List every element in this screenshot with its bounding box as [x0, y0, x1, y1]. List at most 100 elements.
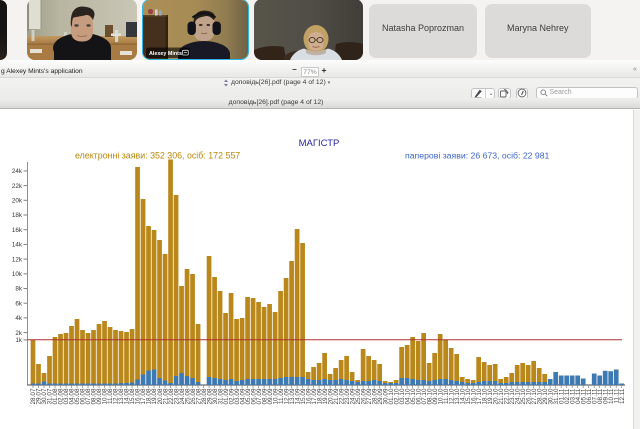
- svg-text:05.11: 05.11: [580, 388, 587, 404]
- svg-text:18.08: 18.08: [146, 388, 153, 404]
- svg-text:26.08: 26.08: [190, 388, 197, 404]
- svg-text:28.08: 28.08: [201, 388, 208, 404]
- svg-text:03.09: 03.09: [234, 388, 241, 404]
- svg-text:08.08: 08.08: [91, 388, 98, 404]
- svg-text:23.08: 23.08: [173, 388, 180, 404]
- svg-text:22.10: 22.10: [503, 388, 510, 404]
- svg-text:19.08: 19.08: [151, 388, 158, 404]
- svg-text:16k: 16k: [12, 227, 23, 234]
- svg-text:14.08: 14.08: [124, 388, 131, 404]
- svg-text:15.09: 15.09: [300, 388, 307, 404]
- svg-text:17.09: 17.09: [311, 388, 318, 404]
- svg-text:04.08: 04.08: [69, 388, 76, 404]
- svg-text:18k: 18k: [12, 212, 23, 219]
- svg-text:16.08: 16.08: [135, 388, 142, 404]
- svg-text:03.11: 03.11: [569, 388, 576, 404]
- svg-text:12.10: 12.10: [448, 388, 455, 404]
- svg-text:07.11: 07.11: [591, 388, 598, 404]
- svg-text:25.09: 25.09: [355, 388, 362, 404]
- svg-text:10k: 10k: [12, 271, 23, 278]
- svg-text:06.09: 06.09: [250, 388, 257, 404]
- svg-text:30.07: 30.07: [41, 388, 48, 404]
- svg-text:03.08: 03.08: [63, 388, 70, 404]
- svg-text:04.10: 04.10: [404, 388, 411, 404]
- svg-text:25.10: 25.10: [520, 388, 527, 404]
- svg-text:13.08: 13.08: [118, 388, 125, 404]
- svg-text:11.09: 11.09: [278, 388, 285, 404]
- svg-text:10.08: 10.08: [102, 388, 109, 404]
- svg-text:02.09: 02.09: [228, 388, 235, 404]
- svg-text:01.11: 01.11: [558, 388, 565, 404]
- svg-text:01.08: 01.08: [52, 388, 59, 404]
- svg-text:22k: 22k: [12, 183, 23, 190]
- svg-text:30.08: 30.08: [212, 388, 219, 404]
- svg-text:22.09: 22.09: [338, 388, 345, 404]
- svg-text:11.08: 11.08: [107, 388, 114, 404]
- svg-text:21.09: 21.09: [333, 388, 340, 404]
- svg-text:12.11: 12.11: [619, 388, 626, 404]
- svg-text:16.10: 16.10: [470, 388, 477, 404]
- svg-text:08.09: 08.09: [261, 388, 268, 404]
- svg-text:08.11: 08.11: [597, 388, 604, 404]
- svg-text:14.09: 14.09: [294, 388, 301, 404]
- svg-text:17.10: 17.10: [476, 388, 483, 404]
- svg-text:28.09: 28.09: [371, 388, 378, 404]
- svg-text:05.10: 05.10: [410, 388, 417, 404]
- svg-text:10.10: 10.10: [437, 388, 444, 404]
- svg-text:31.10: 31.10: [553, 388, 560, 404]
- svg-text:12k: 12k: [12, 256, 23, 263]
- svg-text:15.08: 15.08: [129, 388, 136, 404]
- svg-text:04.11: 04.11: [575, 388, 582, 404]
- svg-text:24.09: 24.09: [349, 388, 356, 404]
- svg-text:28.10: 28.10: [536, 388, 543, 404]
- svg-text:09.10: 09.10: [432, 388, 439, 404]
- svg-text:06.10: 06.10: [415, 388, 422, 404]
- svg-text:електронні заяви: 352 306, осі: електронні заяви: 352 306, осіб: 172 557: [75, 151, 240, 161]
- svg-text:18.10: 18.10: [481, 388, 488, 404]
- svg-text:03.10: 03.10: [399, 388, 406, 404]
- svg-text:30.09: 30.09: [382, 388, 389, 404]
- svg-text:12.08: 12.08: [113, 388, 120, 404]
- svg-text:паперові заяви: 26 673, осіб:: паперові заяви: 26 673, осіб: 22 981: [405, 151, 550, 161]
- svg-text:20.09: 20.09: [327, 388, 334, 404]
- svg-text:01.09: 01.09: [223, 388, 230, 404]
- svg-text:10.11: 10.11: [608, 388, 615, 404]
- svg-text:10.09: 10.09: [272, 388, 279, 404]
- svg-text:20.08: 20.08: [157, 388, 164, 404]
- svg-text:02.11: 02.11: [564, 388, 571, 404]
- svg-text:02.08: 02.08: [58, 388, 65, 404]
- svg-text:21.08: 21.08: [162, 388, 169, 404]
- svg-text:8k: 8k: [15, 286, 23, 293]
- svg-text:02.10: 02.10: [393, 388, 400, 404]
- svg-text:Alexey Mints: Alexey Mints: [149, 51, 182, 57]
- svg-text:05.09: 05.09: [245, 388, 252, 404]
- svg-text:24.08: 24.08: [179, 388, 186, 404]
- svg-text:1k: 1k: [15, 337, 23, 344]
- svg-text:29.07: 29.07: [36, 388, 43, 404]
- svg-text:27.08: 27.08: [195, 388, 202, 404]
- svg-text:2k: 2k: [15, 330, 23, 337]
- svg-text:26.10: 26.10: [525, 388, 532, 404]
- svg-text:07.09: 07.09: [256, 388, 263, 404]
- svg-text:11.10: 11.10: [443, 388, 450, 404]
- svg-text:28.07: 28.07: [30, 388, 37, 404]
- svg-text:04.09: 04.09: [239, 388, 246, 404]
- svg-text:20k: 20k: [12, 198, 23, 205]
- svg-text:31.08: 31.08: [217, 388, 224, 404]
- svg-text:29.10: 29.10: [542, 388, 549, 404]
- svg-text:21.10: 21.10: [498, 388, 505, 404]
- svg-text:11.11: 11.11: [613, 388, 620, 403]
- svg-text:25.08: 25.08: [184, 388, 191, 404]
- svg-text:29.08: 29.08: [206, 388, 213, 404]
- svg-text:05.08: 05.08: [74, 388, 81, 404]
- svg-text:31.07: 31.07: [47, 388, 54, 404]
- svg-text:24k: 24k: [12, 168, 23, 175]
- svg-text:27.10: 27.10: [531, 388, 538, 404]
- svg-text:13.09: 13.09: [289, 388, 296, 404]
- svg-text:23.10: 23.10: [509, 388, 516, 404]
- svg-text:14.10: 14.10: [459, 388, 466, 404]
- svg-text:08.10: 08.10: [426, 388, 433, 404]
- svg-text:07.08: 07.08: [85, 388, 92, 404]
- svg-text:19.09: 19.09: [322, 388, 329, 404]
- svg-text:17.08: 17.08: [140, 388, 147, 404]
